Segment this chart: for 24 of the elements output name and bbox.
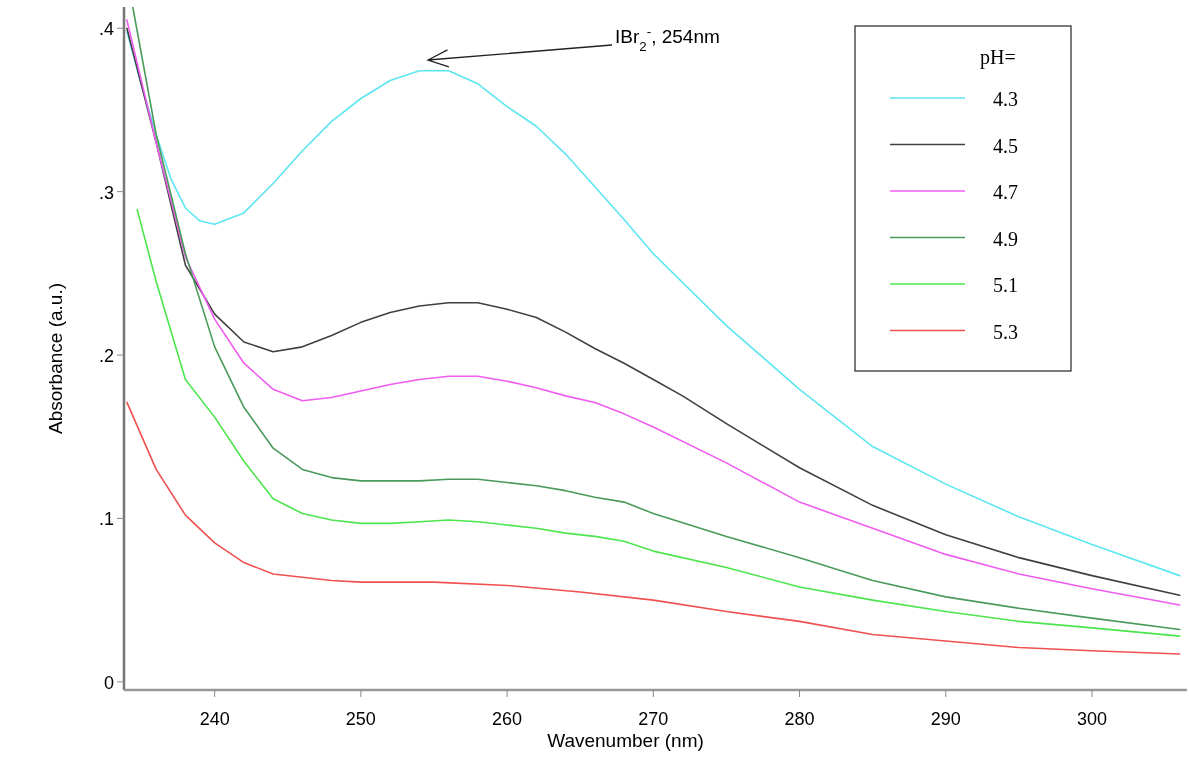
annotation: IBr$_{2}$$^{-}$, 254nm bbox=[615, 23, 720, 54]
x-tick-label: 240 bbox=[199, 709, 230, 729]
x-tick-label: 280 bbox=[784, 709, 815, 729]
legend-label: 4.9 bbox=[993, 227, 1018, 250]
x-tick-label: 260 bbox=[492, 709, 523, 729]
x-axis-title: Wavenumber (nm) bbox=[547, 730, 704, 751]
legend-label: 4.7 bbox=[993, 181, 1018, 203]
line-series bbox=[136, 208, 1181, 637]
y-tick-label: .1 bbox=[98, 509, 114, 530]
legend-label: 4.5 bbox=[993, 134, 1018, 157]
x-tick-label: 290 bbox=[930, 709, 961, 729]
x-tick-label: 250 bbox=[345, 709, 376, 729]
legend-label: 5.1 bbox=[993, 274, 1018, 296]
x-tick-label: 270 bbox=[638, 709, 669, 729]
y-tick-label: .2 bbox=[98, 346, 114, 367]
legend-title: pH= bbox=[980, 46, 1016, 69]
y-tick-label: .4 bbox=[98, 19, 114, 40]
legend-label: 5.3 bbox=[993, 320, 1018, 343]
y-axis-title: Absorbance (a.u.) bbox=[45, 282, 66, 435]
y-tick-label: .3 bbox=[98, 182, 114, 203]
x-tick-label: 300 bbox=[1076, 709, 1107, 729]
y-tick-label: 0 bbox=[103, 672, 114, 693]
legend-label: 4.3 bbox=[993, 88, 1018, 110]
line-series bbox=[126, 401, 1181, 655]
